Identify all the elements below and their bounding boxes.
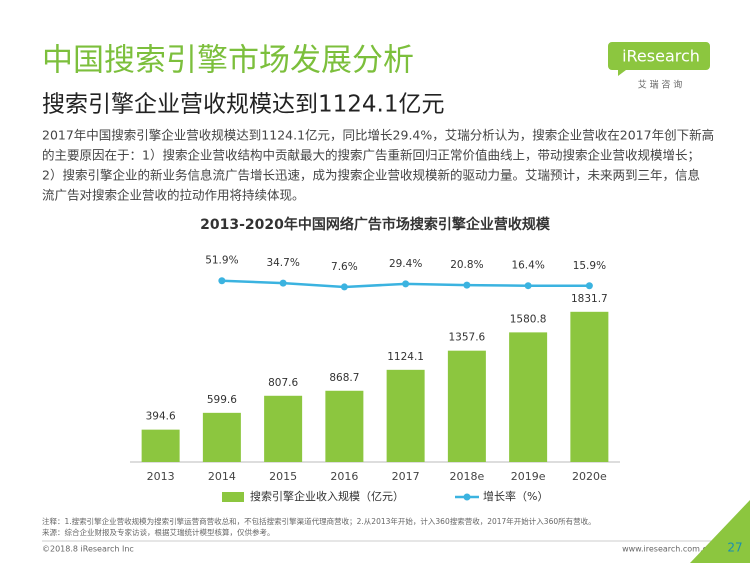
bar [264, 395, 303, 462]
legend-dot [463, 493, 471, 501]
x-tick-label: 2019e [511, 470, 546, 483]
legend-label: 增长率（%） [483, 489, 548, 503]
bar [202, 412, 241, 462]
growth-label: 7.6% [331, 261, 358, 273]
bar [386, 369, 425, 462]
x-tick-label: 2014 [208, 470, 236, 483]
logo-bubble [608, 42, 710, 76]
growth-point [340, 283, 348, 291]
chart-title: 2013-2020年中国网络广告市场搜索引擎企业营收规模 [200, 216, 551, 233]
copyright: ©2018.8 iResearch Inc [42, 545, 134, 554]
growth-label: 16.4% [511, 260, 544, 272]
growth-label: 29.4% [389, 258, 422, 270]
bar [447, 350, 486, 462]
logo-cn: 艾 瑞 咨 询 [638, 79, 683, 91]
bar-value-label: 1580.8 [510, 313, 547, 325]
bar [141, 429, 180, 462]
growth-point [279, 279, 287, 287]
bar-value-label: 599.6 [207, 394, 237, 406]
slide-subtitle: 搜索引擎企业营收规模达到1124.1亿元 [42, 92, 444, 118]
growth-point [524, 282, 532, 290]
growth-point [585, 282, 593, 290]
bar [509, 332, 548, 462]
x-tick-label: 2015 [269, 470, 297, 483]
growth-label: 15.9% [573, 260, 606, 272]
bar-value-label: 394.6 [146, 411, 176, 423]
legend-swatch [222, 492, 244, 502]
body-line: 流广告对搜索企业营收的拉动作用将持续体现。 [42, 188, 305, 203]
x-tick-label: 2020e [572, 470, 607, 483]
legend-label: 搜索引擎企业收入规模（亿元） [250, 489, 404, 503]
x-tick-label: 2018e [449, 470, 484, 483]
growth-point [463, 281, 471, 289]
bar-value-label: 807.6 [268, 377, 298, 389]
growth-label: 34.7% [266, 257, 299, 269]
x-tick-label: 2016 [330, 470, 358, 483]
bar-value-label: 1357.6 [449, 332, 486, 344]
bar-value-label: 1831.7 [571, 293, 608, 305]
x-tick-label: 2013 [147, 470, 175, 483]
body-line: 的主要原因在于：1）搜索企业营收结构中贡献最大的搜索广告重新回归正常价值曲线上，… [42, 148, 700, 163]
note: 注释：1.搜索引擎企业营收规模为搜索引擎运营商营收总和，不包括搜索引擎渠道代理商… [42, 516, 596, 526]
slide-title: 中国搜索引擎市场发展分析 [42, 43, 414, 79]
page-number: 27 [727, 541, 742, 555]
x-tick-label: 2017 [392, 470, 420, 483]
bar-value-label: 1124.1 [387, 351, 424, 363]
body-line: 2）搜索引擎企业的新业务信息流广告增长迅速，成为搜索企业营收规模新的驱动力量。艾… [42, 168, 700, 183]
growth-point [402, 280, 410, 288]
growth-point [218, 277, 226, 285]
site: www.iresearch.com.cn [622, 545, 712, 554]
bar-value-label: 868.7 [329, 372, 359, 384]
bar [570, 311, 609, 462]
corner-decoration [690, 500, 750, 563]
growth-label: 20.8% [450, 259, 483, 271]
source: 来源：综合企业财报及专家访谈，根据艾瑞统计模型核算，仅供参考。 [42, 527, 275, 537]
bar [325, 390, 364, 462]
logo-brand: iResearch [622, 47, 700, 66]
body-line: 2017年中国搜索引擎企业营收规模达到1124.1亿元，同比增长29.4%，艾瑞… [42, 128, 714, 143]
growth-label: 51.9% [205, 255, 238, 267]
